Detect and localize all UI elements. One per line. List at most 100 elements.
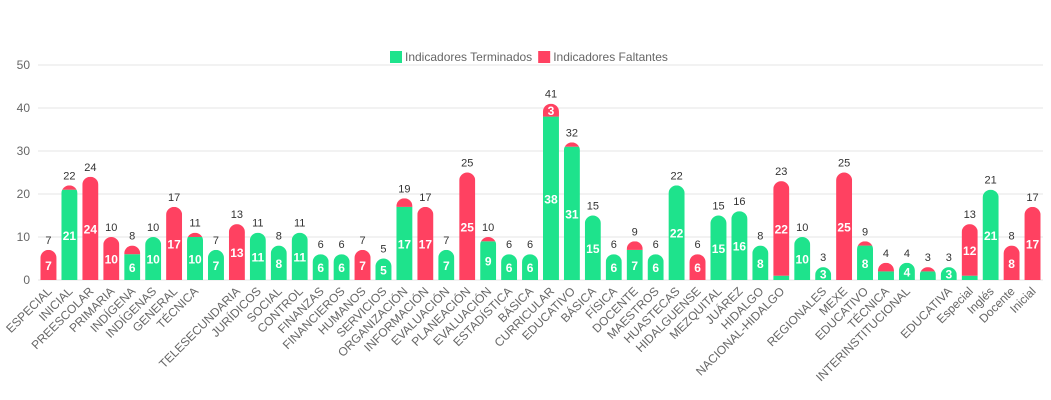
bar-segment (438, 249, 455, 280)
bar-segment (982, 189, 999, 280)
total-label: 17 (168, 192, 180, 204)
segment-label: 17 (419, 237, 433, 251)
legend-item: Indicadores Terminados (390, 50, 532, 64)
bar-stack (291, 232, 308, 280)
bar-stack (815, 267, 832, 280)
bar-segment (312, 254, 329, 280)
segment-label: 6 (652, 261, 659, 275)
segment-label: 7 (213, 259, 220, 273)
bar-segment (647, 254, 664, 280)
bar-stack (542, 103, 559, 280)
bar-stack (773, 181, 790, 280)
total-label: 24 (84, 162, 96, 174)
bar-segment (626, 249, 643, 280)
bar-stack (668, 185, 685, 280)
total-label: 15 (587, 201, 599, 213)
bar-segment (731, 211, 748, 280)
bar-segment (857, 241, 874, 246)
total-label: 10 (482, 222, 494, 234)
bar-segment (877, 271, 894, 280)
total-label: 22 (63, 170, 75, 182)
segment-label: 3 (820, 268, 827, 282)
bar-segment (333, 254, 350, 280)
bar-segment (1024, 206, 1041, 280)
bar-segment (291, 232, 308, 280)
total-label: 4 (883, 248, 889, 260)
total-label: 17 (1026, 192, 1038, 204)
total-label: 23 (775, 166, 787, 178)
bar-segment (919, 267, 936, 272)
segment-label: 16 (733, 240, 747, 254)
total-label: 6 (318, 239, 324, 251)
bar-stack (940, 267, 957, 280)
total-label: 10 (147, 222, 159, 234)
y-tick-label: 0 (23, 273, 30, 287)
bar-stack (961, 224, 978, 280)
y-tick-label: 30 (17, 144, 31, 158)
bar-segment (563, 142, 580, 147)
bar-stack (145, 237, 162, 280)
legend-item: Indicadores Faltantes (538, 50, 668, 64)
legend-swatch (390, 51, 402, 63)
bar-segment (40, 249, 57, 280)
segment-label: 22 (670, 227, 684, 241)
segment-label: 3 (945, 268, 952, 282)
segment-label: 10 (105, 253, 119, 267)
total-label: 6 (506, 239, 512, 251)
segment-label: 7 (45, 259, 52, 273)
bar-segment (375, 258, 392, 280)
bar-stack (103, 237, 120, 280)
y-tick-label: 50 (17, 58, 31, 72)
bar-stack (522, 254, 539, 280)
segment-label: 8 (757, 257, 764, 271)
total-label: 9 (632, 226, 638, 238)
total-label: 25 (461, 158, 473, 170)
bar-stack (312, 254, 329, 280)
segment-label: 15 (712, 242, 726, 256)
total-label: 15 (712, 201, 724, 213)
bar-segment (1003, 245, 1020, 280)
bar-segment (145, 237, 162, 280)
bar-segment (396, 206, 413, 280)
bar-stack (396, 198, 413, 280)
total-label: 7 (359, 235, 365, 247)
bar-stack (417, 206, 434, 280)
total-label: 6 (694, 239, 700, 251)
total-label: 8 (757, 231, 763, 243)
total-label: 10 (796, 222, 808, 234)
total-label: 6 (527, 239, 533, 251)
total-label: 6 (653, 239, 659, 251)
segment-label: 10 (146, 253, 160, 267)
bar-stack (982, 189, 999, 280)
segment-label: 38 (544, 192, 558, 206)
bar-segment (836, 172, 853, 280)
total-label: 7 (213, 235, 219, 247)
bar-segment (480, 241, 497, 280)
segment-label: 7 (631, 259, 638, 273)
segment-label: 6 (527, 261, 534, 275)
segment-label: 9 (485, 255, 492, 269)
bar-segment (710, 215, 727, 280)
bar-segment (480, 237, 497, 242)
segment-label: 24 (84, 222, 98, 236)
bar-segment (940, 267, 957, 280)
bar-segment (626, 241, 643, 250)
bar-stack (61, 185, 78, 280)
bar-segment (124, 245, 141, 255)
bar-segment (689, 254, 706, 280)
bar-stack (857, 241, 874, 280)
bar-segment (270, 245, 287, 280)
total-label: 10 (105, 222, 117, 234)
bar-segment (417, 206, 434, 280)
segment-label: 13 (230, 246, 244, 260)
segment-label: 6 (506, 261, 513, 275)
bar-stack (354, 249, 371, 280)
segment-label: 25 (461, 220, 475, 234)
bar-segment (542, 116, 559, 280)
bar-stack (187, 232, 204, 280)
bar-segment (773, 275, 790, 280)
total-label: 3 (946, 252, 952, 264)
segment-label: 8 (275, 257, 282, 271)
total-label: 6 (611, 239, 617, 251)
bar-stack (710, 215, 727, 280)
